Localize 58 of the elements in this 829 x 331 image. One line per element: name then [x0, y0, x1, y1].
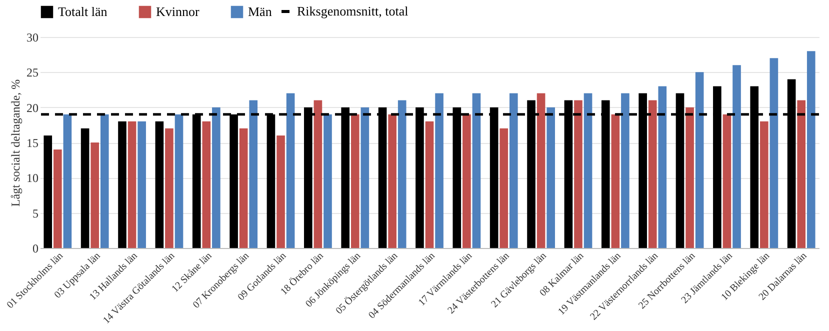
bar [138, 121, 146, 248]
bar [324, 114, 332, 248]
bar [398, 100, 406, 248]
bar [574, 100, 582, 248]
bar [212, 107, 220, 248]
y-tick-label: 0 [32, 242, 38, 256]
bar [500, 128, 508, 248]
bar [536, 93, 546, 248]
bar [621, 93, 630, 248]
bar [202, 121, 211, 248]
bar [770, 58, 778, 248]
bar [732, 65, 741, 248]
bar [314, 100, 322, 248]
bar [546, 107, 555, 248]
y-tick-label: 25 [26, 66, 38, 80]
legend-label: Män [248, 4, 272, 19]
bar [806, 51, 816, 248]
bar [425, 121, 434, 248]
bar [118, 121, 126, 248]
bar [63, 114, 72, 248]
bar [686, 107, 694, 248]
bar [797, 100, 806, 248]
bar [648, 100, 657, 248]
legend-label: Kvinnor [156, 4, 200, 19]
bar [722, 114, 732, 248]
bar [286, 93, 295, 248]
bar [100, 114, 109, 248]
bar [44, 135, 52, 248]
bar [80, 128, 90, 248]
bar [155, 121, 164, 248]
bar [249, 100, 258, 248]
y-tick-label: 15 [26, 136, 38, 150]
bar [360, 107, 370, 248]
bar [239, 128, 248, 248]
y-tick-label: 30 [26, 30, 38, 44]
bar [695, 72, 704, 248]
bar [509, 93, 518, 248]
y-tick-label: 5 [32, 206, 38, 220]
bar [350, 114, 360, 248]
y-tick-label: 10 [26, 171, 38, 186]
bar [276, 135, 285, 248]
bar [90, 142, 100, 248]
bar [472, 93, 481, 248]
bar [611, 114, 620, 248]
bar [165, 128, 174, 248]
bar [435, 93, 444, 248]
bar [658, 86, 667, 248]
bar [760, 121, 768, 248]
legend-label: Riksgenomsnitt, total [297, 4, 409, 18]
y-axis-title: Lågt socialt deltagande, % [8, 79, 22, 207]
legend-label: Totalt län [58, 4, 108, 19]
bar [584, 93, 592, 248]
bar [388, 114, 396, 248]
bar [462, 114, 471, 248]
y-tick-label: 20 [26, 100, 38, 115]
bar [54, 150, 62, 248]
bar [174, 114, 184, 248]
bar [128, 121, 136, 248]
